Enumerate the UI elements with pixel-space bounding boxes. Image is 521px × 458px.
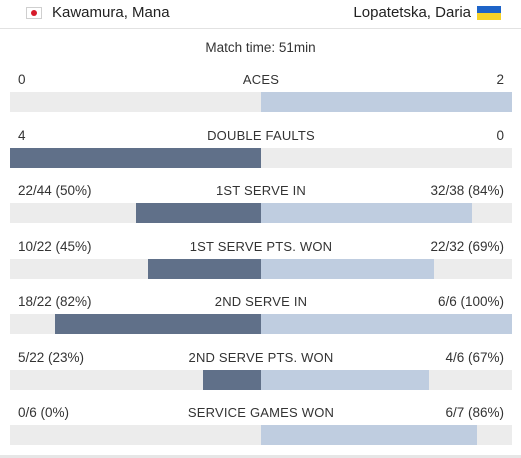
stat-row: 5/22 (23%) 2ND SERVE PTS. WON 4/6 (67%) — [10, 350, 512, 400]
stat-bar-right-track — [261, 369, 512, 390]
stat-bar — [10, 425, 512, 445]
stat-bar-right-track — [261, 258, 512, 279]
stat-bar — [10, 92, 512, 112]
stat-bar-right-fill — [261, 369, 430, 390]
stat-bar-left-fill — [10, 147, 261, 168]
stat-bar-right-track — [261, 203, 512, 223]
stat-bar — [10, 369, 512, 390]
stat-right-value: 32/38 (84%) — [430, 183, 504, 198]
stat-bar — [10, 314, 512, 334]
stat-bar-right-fill — [261, 425, 477, 445]
stat-left-value: 4 — [18, 127, 26, 143]
stat-bar-left-fill — [135, 203, 261, 223]
stat-name: ACES — [242, 72, 280, 87]
player-left-name: Kawamura, Mana — [52, 4, 170, 21]
stat-bar — [10, 258, 512, 279]
stat-right-value: 2 — [496, 72, 504, 87]
stat-bar-right-fill — [261, 258, 435, 279]
stat-right-value: 0 — [496, 127, 504, 143]
stat-left-value: 22/44 (50%) — [18, 183, 92, 198]
stat-bar-right-track — [261, 314, 512, 334]
stat-bar-right-fill — [261, 92, 512, 112]
stat-bar-left-track — [10, 92, 261, 112]
stat-bar-left-track — [10, 314, 261, 334]
stat-left-value: 10/22 (45%) — [18, 238, 92, 254]
stat-bar-left-track — [10, 258, 261, 279]
stat-bar — [10, 147, 512, 168]
stat-row: 0 ACES 2 — [10, 72, 512, 122]
stat-bar-left-track — [10, 147, 261, 168]
stat-row: 4 DOUBLE FAULTS 0 — [10, 128, 512, 178]
ukraine-flag-icon — [477, 5, 501, 20]
player-right[interactable]: Lopatetska, Daria — [353, 4, 501, 21]
stat-bar-left-track — [10, 203, 261, 223]
stat-bar-right-fill — [261, 203, 472, 223]
stat-bar-left-track — [10, 425, 261, 445]
stat-name: DOUBLE FAULTS — [207, 127, 315, 143]
stat-row: 22/44 (50%) 1ST SERVE IN 32/38 (84%) — [10, 183, 512, 233]
stat-left-value: 0 — [18, 72, 26, 87]
match-header: Kawamura, Mana Lopatetska, Daria — [0, 0, 521, 29]
stat-bar-right-track — [261, 92, 512, 112]
stat-bar-left-fill — [55, 314, 261, 334]
stat-bar-left-track — [10, 369, 261, 390]
stat-name: 1ST SERVE IN — [215, 183, 307, 198]
stat-left-value: 0/6 (0%) — [18, 405, 70, 420]
stat-row: 18/22 (82%) 2ND SERVE IN 6/6 (100%) — [10, 294, 512, 344]
bottom-divider — [0, 455, 521, 458]
stat-name: 2ND SERVE PTS. WON — [188, 349, 334, 365]
stat-name: SERVICE GAMES WON — [187, 405, 335, 420]
stat-right-value: 6/7 (86%) — [445, 405, 504, 420]
stat-right-value: 6/6 (100%) — [437, 294, 504, 309]
stat-right-value: 4/6 (67%) — [445, 349, 504, 365]
stat-bar-right-track — [261, 425, 512, 445]
stat-left-value: 18/22 (82%) — [18, 294, 92, 309]
stat-bar-right-track — [261, 147, 512, 168]
stat-name: 2ND SERVE IN — [214, 294, 308, 309]
stat-row: 0/6 (0%) SERVICE GAMES WON 6/7 (86%) — [10, 405, 512, 455]
player-left[interactable]: Kawamura, Mana — [26, 4, 170, 21]
stat-row: 10/22 (45%) 1ST SERVE PTS. WON 22/32 (69%) — [10, 239, 512, 289]
stat-name: 1ST SERVE PTS. WON — [189, 238, 333, 254]
stat-bar-left-fill — [203, 369, 261, 390]
stat-bar — [10, 203, 512, 223]
stat-left-value: 5/22 (23%) — [18, 349, 85, 365]
stat-right-value: 22/32 (69%) — [430, 238, 504, 254]
japan-flag-icon — [26, 6, 42, 19]
stat-bar-left-fill — [148, 258, 261, 279]
stat-bar-right-fill — [261, 314, 512, 334]
player-right-name: Lopatetska, Daria — [353, 4, 471, 21]
match-time: Match time: 51min — [205, 40, 316, 55]
